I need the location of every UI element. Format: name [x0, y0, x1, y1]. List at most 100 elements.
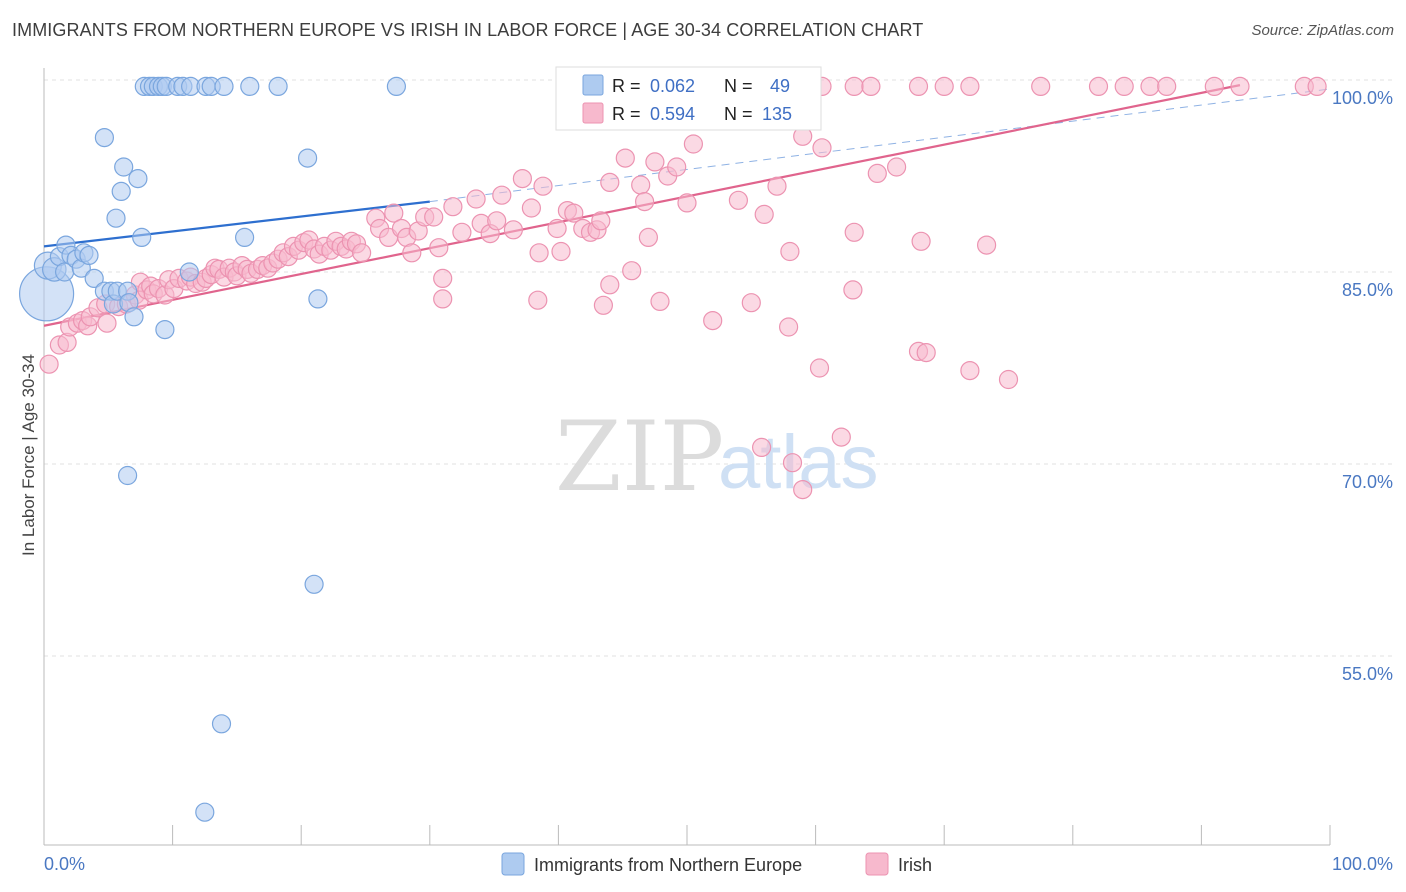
- irish-point: [645, 152, 665, 172]
- northern-europe-point: [155, 320, 175, 340]
- irish-point: [677, 193, 697, 213]
- y-tick-label: 85.0%: [1342, 280, 1393, 300]
- irish-point: [487, 211, 507, 231]
- irish-point: [1157, 76, 1177, 97]
- irish-point: [778, 317, 799, 337]
- irish-point: [512, 169, 533, 189]
- northern-europe-point: [179, 262, 199, 282]
- irish-point: [976, 235, 997, 255]
- irish-point: [593, 295, 614, 315]
- irish-point: [844, 222, 864, 242]
- northern-europe-trendline-extension: [429, 88, 1331, 203]
- northern-europe-point: [79, 245, 99, 265]
- irish-point: [1114, 76, 1134, 97]
- legend-n-value-2: 135: [762, 104, 792, 124]
- northern-europe-point: [132, 227, 152, 247]
- bottom-legend-label-2: Irish: [898, 855, 932, 875]
- bottom-legend-swatch-pink: [865, 852, 889, 876]
- irish-point: [934, 76, 954, 97]
- y-tick-label: 100.0%: [1332, 88, 1393, 108]
- irish-point: [960, 361, 980, 381]
- y-tick-label: 55.0%: [1342, 664, 1393, 684]
- irish-point: [1307, 76, 1327, 97]
- northern-europe-point: [84, 268, 104, 288]
- northern-europe-point: [111, 181, 131, 201]
- irish-point: [615, 148, 635, 168]
- irish-point: [812, 138, 832, 158]
- northern-europe-point: [304, 574, 324, 594]
- northern-europe-point: [211, 714, 232, 734]
- northern-europe-trendline: [43, 200, 430, 248]
- irish-point: [564, 203, 584, 223]
- bottom-legend-label-1: Immigrants from Northern Europe: [534, 855, 802, 875]
- northern-europe-point: [94, 128, 115, 148]
- irish-point: [1230, 76, 1250, 97]
- northern-europe-point: [117, 465, 138, 486]
- northern-europe-point: [124, 307, 144, 327]
- irish-point: [466, 189, 486, 209]
- irish-point: [911, 231, 931, 251]
- irish-point: [622, 261, 642, 281]
- legend-n-label-2: N =: [724, 104, 753, 124]
- irish-point: [793, 480, 813, 500]
- irish-point: [631, 175, 651, 195]
- irish-point: [861, 76, 881, 97]
- irish-point: [703, 311, 723, 331]
- irish-point: [844, 76, 864, 97]
- legend-r-label-2: R =: [612, 104, 641, 124]
- northern-europe-point: [308, 289, 328, 309]
- irish-point: [767, 176, 787, 196]
- watermark-zip: ZIP: [555, 401, 724, 513]
- irish-point: [97, 313, 117, 333]
- tick-labels: 100.0% 85.0% 70.0% 55.0% 0.0% 100.0%: [44, 88, 1393, 874]
- northern-europe-point: [128, 169, 148, 189]
- chart-title: IMMIGRANTS FROM NORTHERN EUROPE VS IRISH…: [12, 20, 924, 40]
- irish-point: [634, 192, 655, 212]
- irish-point: [443, 197, 463, 217]
- irish-point: [908, 76, 929, 97]
- grid-lines: [44, 79, 1395, 657]
- irish-point: [843, 280, 863, 300]
- legend-r-value-1: 0.062: [650, 76, 695, 96]
- bottom-legend-swatch-blue: [501, 852, 525, 876]
- northern-europe-point: [298, 148, 318, 168]
- irish-point: [533, 176, 553, 196]
- northern-europe-point: [214, 76, 234, 97]
- irish-point: [521, 198, 542, 218]
- y-tick-label: 70.0%: [1342, 472, 1393, 492]
- irish-point: [741, 293, 761, 313]
- irish-point: [547, 218, 567, 239]
- irish-point: [809, 358, 830, 378]
- northern-europe-point: [240, 76, 260, 97]
- irish-point: [503, 220, 524, 240]
- irish-point: [600, 275, 620, 295]
- legend-r-label-1: R =: [612, 76, 641, 96]
- irish-point: [751, 437, 772, 457]
- irish-point: [667, 157, 687, 177]
- irish-point: [683, 134, 704, 154]
- irish-point: [754, 204, 774, 224]
- irish-point: [728, 190, 749, 210]
- irish-point: [551, 241, 571, 262]
- legend-n-label-1: N =: [724, 76, 753, 96]
- x-tick-label-max: 100.0%: [1332, 854, 1393, 874]
- source-credit: Source: ZipAtlas.com: [1251, 22, 1394, 39]
- irish-point: [1140, 76, 1160, 97]
- legend-swatch-pink: [582, 102, 604, 124]
- irish-point: [528, 290, 548, 310]
- bottom-legend: Immigrants from Northern Europe Irish: [501, 852, 932, 876]
- legend-r-value-2: 0.594: [650, 104, 695, 124]
- irish-point: [831, 427, 851, 447]
- irish-point: [433, 268, 453, 288]
- irish-point: [960, 76, 980, 97]
- irish-point: [433, 289, 453, 309]
- irish-point: [867, 163, 887, 183]
- axes: [43, 68, 1331, 846]
- irish-point: [384, 203, 404, 223]
- irish-point: [452, 222, 472, 242]
- legend-n-value-1: 49: [770, 76, 790, 96]
- irish-point: [600, 172, 620, 192]
- irish-point: [780, 241, 800, 262]
- irish-point: [1088, 76, 1109, 97]
- northern-europe-points: [18, 76, 406, 822]
